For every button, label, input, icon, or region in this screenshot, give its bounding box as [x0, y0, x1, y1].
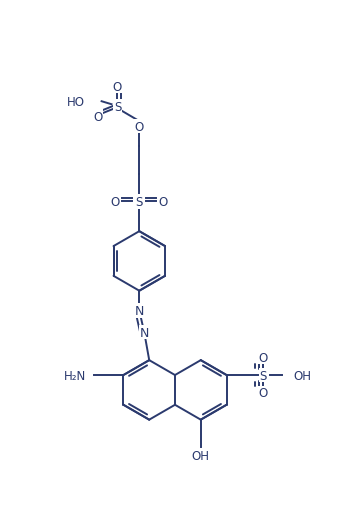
Text: S: S — [260, 369, 267, 382]
Text: N: N — [135, 304, 144, 318]
Text: H₂N: H₂N — [64, 369, 86, 382]
Text: S: S — [136, 195, 143, 209]
Text: HO: HO — [67, 96, 85, 108]
Text: O: O — [111, 195, 120, 209]
Text: O: O — [135, 120, 144, 133]
Text: O: O — [93, 110, 102, 123]
Text: OH: OH — [192, 449, 210, 462]
Text: O: O — [159, 195, 168, 209]
Text: O: O — [259, 387, 268, 400]
Text: OH: OH — [293, 369, 311, 382]
Text: S: S — [114, 100, 121, 114]
Text: N: N — [139, 326, 149, 339]
Text: O: O — [259, 351, 268, 364]
Text: O: O — [113, 81, 122, 94]
